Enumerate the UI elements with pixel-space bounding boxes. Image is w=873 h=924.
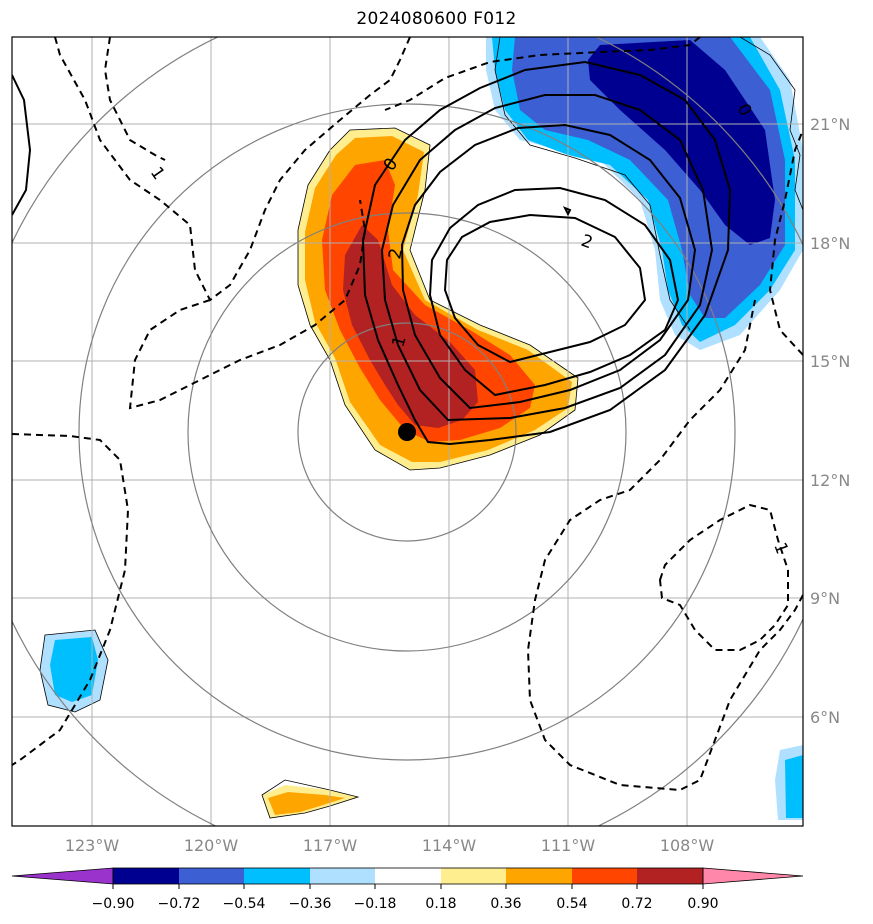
cb-label-0: −0.90	[92, 896, 135, 912]
shading-negative-se	[775, 745, 803, 820]
shade-orange-s	[268, 792, 345, 815]
solid-contours	[12, 60, 732, 446]
contour-solid-outer	[361, 60, 732, 446]
cb-label-3: −0.36	[289, 896, 332, 912]
shade-dark-red	[343, 225, 478, 428]
contour-solid-3	[400, 123, 697, 410]
cb-label-9: 0.90	[687, 896, 718, 912]
colorbar-swatch-3	[244, 868, 310, 884]
colorbar-swatch-5	[375, 868, 441, 884]
shading-positive	[298, 128, 578, 470]
lat-label-6n: 6°N	[810, 708, 840, 727]
contour-dashed-east	[768, 129, 803, 356]
shading-negative-sw	[40, 630, 108, 712]
lon-label-123w: 123°W	[65, 836, 120, 855]
contour-dashed-se-loop	[658, 503, 789, 651]
cb-label-6: 0.36	[490, 896, 521, 912]
colorbar: −0.90 −0.72 −0.54 −0.36 −0.18 0.18 0.36 …	[11, 867, 804, 912]
colorbar-swatch-4	[310, 868, 375, 884]
range-ring-3	[78, 103, 736, 761]
contour-solid-tiny	[562, 206, 572, 217]
longitude-labels: 123°W 120°W 117°W 114°W 111°W 108°W	[65, 836, 715, 855]
colorbar-extend-low	[11, 867, 114, 885]
contour-label-4: 1	[389, 334, 411, 350]
range-rings	[12, 37, 803, 826]
latitude-labels: 21°N 18°N 15°N 12°N 9°N 6°N	[810, 115, 850, 727]
map-frame	[11, 36, 804, 827]
lon-label-111w: 111°W	[541, 836, 596, 855]
range-ring-1	[297, 322, 517, 542]
shade-red-orange	[322, 160, 535, 442]
contour-label-6: 1	[769, 540, 791, 557]
contour-dashed-se	[526, 299, 803, 792]
figure-title: 2024080600 F012	[356, 9, 517, 29]
contour-dashed-sw	[12, 433, 130, 766]
outline-positive	[297, 127, 579, 471]
colorbar-swatch-7	[506, 868, 572, 884]
outline-sw	[39, 629, 109, 713]
contour-dashed-mid	[128, 199, 367, 410]
lat-label-15n: 15°N	[810, 352, 850, 371]
cb-label-8: 0.72	[621, 896, 652, 912]
range-ring-2	[187, 212, 627, 652]
lat-label-21n: 21°N	[810, 115, 850, 134]
colorbar-swatch-9	[637, 868, 703, 884]
cb-label-1: −0.72	[158, 896, 201, 912]
colorbar-swatch-2	[179, 868, 244, 884]
storm-center-marker	[398, 423, 416, 441]
shade-blue-se	[785, 755, 803, 818]
contour-solid-west	[12, 74, 32, 216]
cb-label-7: 0.54	[556, 896, 587, 912]
lon-label-108w: 108°W	[660, 836, 715, 855]
lat-label-18n: 18°N	[810, 234, 850, 253]
colorbar-frame	[112, 867, 704, 885]
shade-blue-sw	[50, 637, 98, 702]
contour-solid-inner	[443, 213, 647, 364]
dashed-contours	[12, 37, 803, 792]
lon-label-117w: 117°W	[303, 836, 358, 855]
shading-negative-ne	[486, 37, 803, 350]
contour-label-2: 2	[578, 231, 595, 253]
shading-positive-small	[262, 785, 358, 818]
lat-label-9n: 9°N	[810, 589, 840, 608]
colorbar-swatch-1	[113, 868, 179, 884]
shade-outlines	[39, 37, 803, 819]
contour-solid-2	[380, 94, 714, 422]
colorbar-swatch-6	[441, 868, 506, 884]
colorbar-swatch-8	[572, 868, 637, 884]
contour-dashed-north	[384, 37, 701, 111]
cb-label-4: −0.18	[354, 896, 397, 912]
contour-label-0: 1	[146, 163, 169, 183]
lat-label-12n: 12°N	[810, 471, 850, 490]
cb-label-2: −0.54	[223, 896, 266, 912]
colorbar-extend-high	[702, 867, 804, 885]
outline-ne-edge	[739, 37, 803, 211]
lon-label-114w: 114°W	[422, 836, 477, 855]
map-area: 1 0 2 2 1 0 1	[12, 37, 803, 826]
contour-solid-4	[428, 186, 680, 397]
lon-label-120w: 120°W	[184, 836, 239, 855]
contour-dashed-nw	[103, 37, 166, 161]
outline-small	[261, 779, 360, 819]
contour-dashed-west	[54, 37, 411, 302]
contour-label-3: 2	[385, 247, 407, 261]
colorbar-ticks	[112, 884, 704, 889]
cb-label-5: 0.18	[425, 896, 456, 912]
